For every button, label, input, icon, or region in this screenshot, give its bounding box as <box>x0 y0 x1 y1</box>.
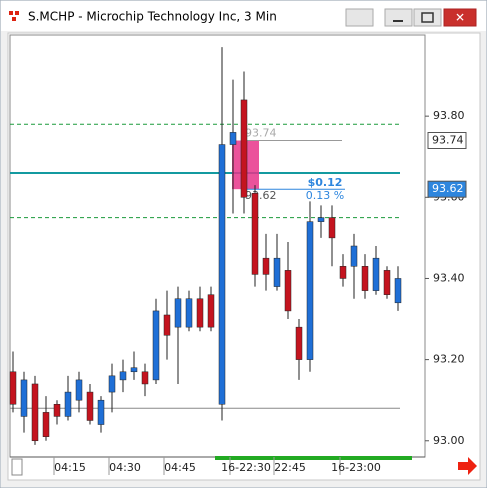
candle-body <box>394 278 402 304</box>
candle-body <box>339 266 347 279</box>
measure-percent: 0.13 % <box>306 189 344 202</box>
candle-body <box>31 383 39 442</box>
candle-body <box>9 371 17 405</box>
candle-body <box>42 412 50 437</box>
candle-body <box>97 399 105 425</box>
candle-body <box>119 371 127 381</box>
y-tick-label: 93.40 <box>433 271 465 284</box>
candle-body <box>262 257 270 275</box>
candle-body <box>229 132 237 145</box>
candle-body <box>20 379 28 417</box>
x-tick-label: 04:45 <box>164 461 196 474</box>
minimize-button[interactable] <box>384 8 413 27</box>
candle-body <box>218 144 226 405</box>
candle-body <box>141 371 149 385</box>
candle-body <box>273 257 281 287</box>
maximize-icon <box>421 12 434 23</box>
link-button[interactable] <box>345 8 374 27</box>
candle-body <box>240 99 248 198</box>
price-label-box <box>427 132 467 149</box>
close-icon: ✕ <box>455 11 465 25</box>
candle-body <box>207 294 215 328</box>
candle-body <box>64 391 72 417</box>
x-tick-label: 04:30 <box>109 461 141 474</box>
x-tick-label: 04:15 <box>54 461 86 474</box>
candle-body <box>163 314 171 336</box>
session-bar <box>215 456 412 460</box>
candle-body <box>350 245 358 267</box>
y-tick-label: 93.00 <box>433 434 465 447</box>
candle-body <box>185 298 193 328</box>
price-label-box <box>427 180 467 198</box>
measure-high-text: 93.74 <box>245 127 277 140</box>
x-tick-label: 16-23:00 <box>331 461 381 474</box>
candle-body <box>108 375 116 393</box>
candle-body <box>174 298 182 328</box>
maximize-button[interactable] <box>413 8 442 27</box>
window-title: S.MCHP - Microchip Technology Inc, 3 Min <box>28 10 277 24</box>
measure-low-text: 93.62 <box>245 189 277 202</box>
candle-body <box>361 266 369 291</box>
candle-body <box>75 379 83 401</box>
y-tick-label: 93.80 <box>433 109 465 122</box>
candle-body <box>284 270 292 312</box>
measure-change: $0.12 <box>308 176 343 189</box>
app-icon <box>9 11 19 21</box>
plot-area <box>9 34 426 458</box>
candle-body <box>317 217 325 222</box>
close-button[interactable] <box>443 8 477 27</box>
candle-body <box>86 391 94 421</box>
candle-body <box>306 221 314 360</box>
scroll-right-arrow[interactable] <box>458 457 477 475</box>
price-label: 93.74 <box>432 134 464 147</box>
scroll-box[interactable] <box>11 458 23 476</box>
candle-body <box>372 257 380 291</box>
x-tick-label: 16-22:30 <box>221 461 271 474</box>
price-label: 93.62 <box>432 182 464 195</box>
candle-body <box>383 270 391 295</box>
candle-body <box>130 367 138 373</box>
candle-body <box>53 404 61 417</box>
x-tick-label: 22:45 <box>274 461 306 474</box>
candle-body <box>328 217 336 239</box>
y-tick-label: 93.20 <box>433 353 465 366</box>
candle-body <box>152 310 160 381</box>
candle-body <box>196 298 204 328</box>
candle-body <box>295 326 303 360</box>
candle-body <box>251 193 259 275</box>
